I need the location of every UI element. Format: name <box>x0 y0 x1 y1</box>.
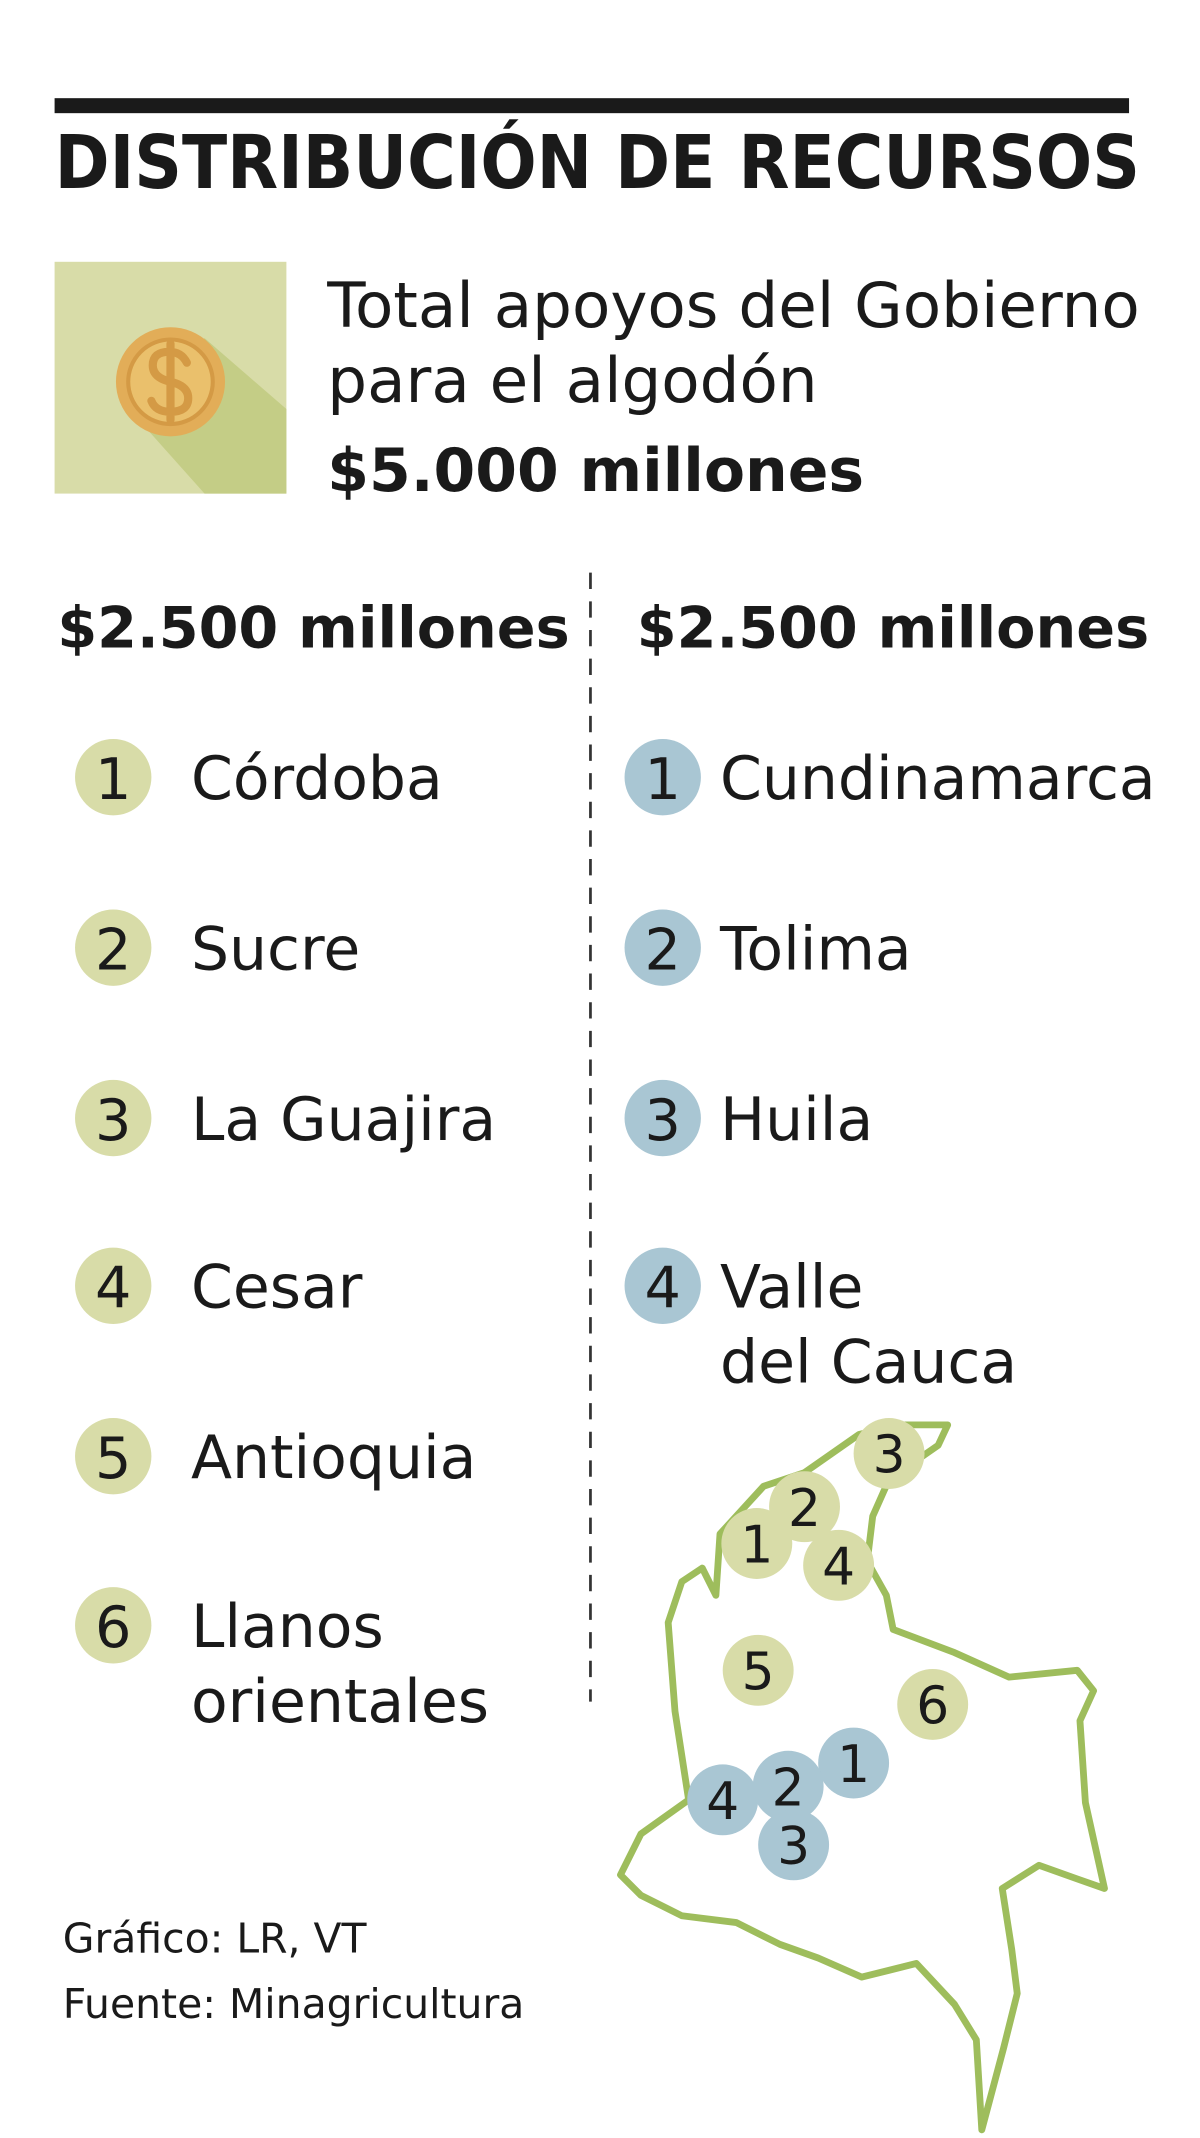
item-label: Valle <box>720 1253 863 1323</box>
item-number: 6 <box>95 1594 131 1661</box>
map-outline <box>617 1421 1108 2134</box>
map-marker-number: 3 <box>873 1426 906 1486</box>
number-badge <box>624 909 701 986</box>
item-number: 4 <box>645 1255 681 1322</box>
top-rule <box>54 98 1130 114</box>
credit: Gráfico: LR, VT <box>63 1915 368 1963</box>
item-number: 2 <box>95 916 131 983</box>
map-marker-number: 5 <box>742 1642 775 1702</box>
map-marker-number: 4 <box>822 1537 855 1597</box>
map-marker-number: 1 <box>740 1516 773 1576</box>
item-label: Cundinamarca <box>720 744 1156 814</box>
item-label: orientales <box>191 1667 489 1737</box>
item-number: 3 <box>95 1087 131 1154</box>
number-badge <box>75 909 152 986</box>
summary-line: para el algodón <box>327 344 817 417</box>
item-label: Tolima <box>719 914 912 984</box>
dollar-sign <box>147 339 193 425</box>
map-marker-number: 1 <box>837 1735 870 1795</box>
map-marker <box>803 1529 875 1601</box>
map-marker <box>722 1634 794 1706</box>
map-marker-number: 4 <box>706 1772 739 1832</box>
item-number: 4 <box>95 1255 131 1322</box>
number-badge <box>624 739 701 816</box>
item-label: Córdoba <box>191 744 443 814</box>
item-number: 5 <box>95 1425 131 1492</box>
item-number: 1 <box>95 746 131 813</box>
item-number: 1 <box>645 746 681 813</box>
map-marker-number: 6 <box>916 1676 949 1736</box>
item-label: Antioquia <box>191 1423 476 1493</box>
number-badge <box>624 1247 701 1324</box>
map-marker <box>769 1471 840 1543</box>
number-badge <box>75 1418 152 1495</box>
group-amount: $2.500 millones <box>637 595 1149 662</box>
number-badge <box>624 1079 701 1157</box>
item-label: Sucre <box>191 914 360 984</box>
map-marker-number: 3 <box>777 1817 810 1877</box>
map-marker-number: 2 <box>772 1758 805 1818</box>
map-marker <box>897 1668 969 1740</box>
item-label: Cesar <box>191 1253 363 1323</box>
item-number: 3 <box>645 1087 681 1154</box>
item-label: Huila <box>720 1085 873 1155</box>
summary-amount: $5.000 millones <box>327 436 864 506</box>
map-marker <box>818 1727 890 1799</box>
group-amount: $2.500 millones <box>57 595 569 662</box>
map-marker-number: 2 <box>788 1479 821 1539</box>
map-marker <box>853 1418 925 1489</box>
map-marker <box>758 1809 830 1881</box>
title: DISTRIBUCIÓN DE RECURSOS <box>55 120 1140 206</box>
item-label: Llanos <box>191 1592 384 1662</box>
item-label: La Guajira <box>191 1085 496 1155</box>
number-badge <box>75 1587 152 1664</box>
number-badge <box>75 1079 152 1157</box>
map-marker <box>721 1508 793 1579</box>
money-icon <box>54 261 287 494</box>
number-badge <box>75 1247 152 1324</box>
summary-line: Total apoyos del Gobierno <box>326 269 1140 342</box>
number-badge <box>75 739 152 816</box>
map-marker <box>752 1750 824 1822</box>
item-number: 2 <box>645 916 681 983</box>
credit: Fuente: Minagricultura <box>63 1980 525 2028</box>
map-marker <box>687 1764 759 1836</box>
item-label: del Cauca <box>720 1328 1017 1398</box>
